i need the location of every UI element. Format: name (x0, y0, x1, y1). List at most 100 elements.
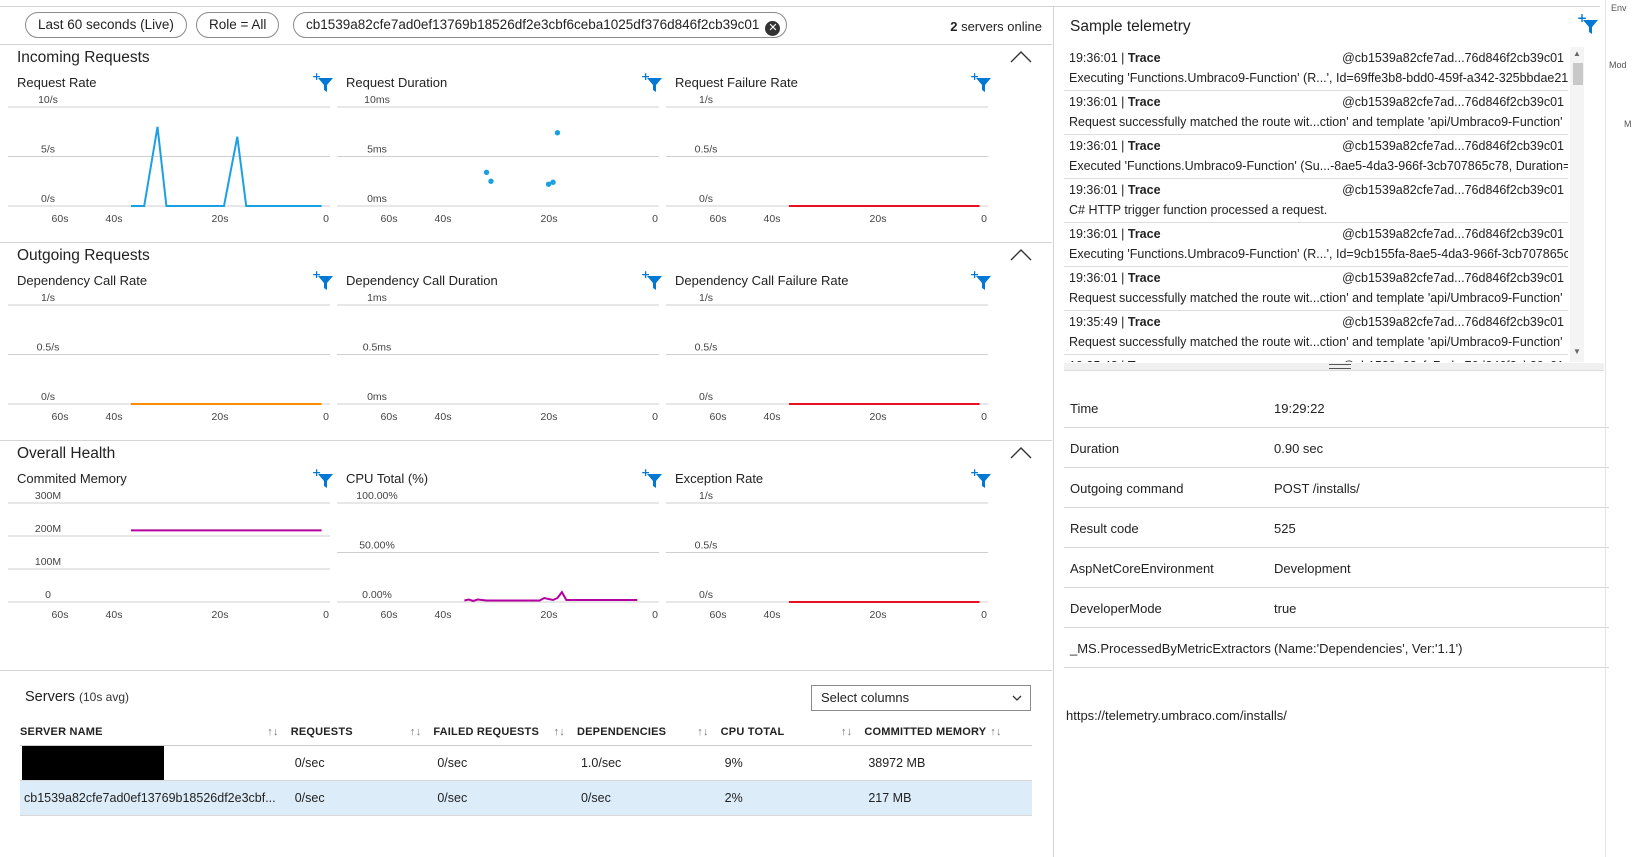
table-cell-cpu: 9% (720, 745, 865, 781)
edge-label-3: M (1624, 119, 1632, 129)
x-tick-label: 60s (381, 213, 398, 225)
detail-row: Result code 525 (1064, 508, 1609, 548)
table-row[interactable]: 0/sec 0/sec 1.0/sec 9% 38972 MB (20, 745, 1032, 781)
x-tick-label: 0 (323, 213, 329, 225)
x-tick-label: 0 (981, 411, 987, 423)
x-tick-label: 0 (981, 213, 987, 225)
column-header-label: CPU TOTAL (720, 725, 785, 738)
section-outgoing-requests: Outgoing Requests Dependency Call Rate +1/… (0, 242, 1052, 440)
column-header[interactable]: REQUESTS ↑↓ (290, 719, 434, 746)
series-line (464, 590, 638, 603)
svg-text:+: + (970, 467, 979, 479)
telemetry-time: 19:35:49 (1069, 315, 1118, 329)
telemetry-message: C# HTTP trigger function processed a req… (1069, 203, 1328, 217)
scroll-down-icon[interactable]: ▼ (1573, 347, 1581, 356)
scrollbar-thumb[interactable] (1573, 63, 1583, 85)
sort-icon[interactable]: ↑↓ (990, 725, 1002, 738)
detail-row: Time 19:29:22 (1064, 388, 1609, 428)
telemetry-item[interactable]: 19:35:48 | Trace@cb1539a82cfe7ad...76d84… (1064, 355, 1568, 362)
sort-icon[interactable]: ↑↓ (697, 725, 709, 738)
add-filter-icon[interactable]: + (970, 71, 992, 93)
add-filter-icon[interactable]: + (641, 269, 663, 291)
y-tick-label: 0/s (699, 193, 713, 205)
telemetry-item[interactable]: 19:36:01 | Trace @cb1539a82cfe7ad...76d84… (1064, 179, 1568, 223)
telemetry-time: 19:36:01 (1069, 95, 1118, 109)
select-columns-dropdown[interactable]: Select columns (811, 685, 1031, 711)
chart-title: CPU Total (%) (346, 471, 429, 486)
x-tick-label: 60s (710, 609, 727, 621)
telemetry-item[interactable]: 19:36:01 | Trace @cb1539a82cfe7ad...76d84… (1064, 267, 1568, 311)
server-filter-pill[interactable]: cb1539a82cfe7ad0ef13769b18526df2e3cbf6ce… (293, 12, 788, 38)
sort-icon[interactable]: ↑↓ (409, 725, 422, 738)
clear-filter-icon[interactable]: ✕ (765, 21, 781, 36)
column-header[interactable]: CPU TOTAL ↑↓ (720, 719, 865, 746)
column-header-label: FAILED REQUESTS (433, 725, 539, 738)
add-filter-icon[interactable]: + (312, 467, 334, 489)
time-range-pill[interactable]: Last 60 seconds (Live) (25, 12, 187, 38)
y-tick-label: 10ms (364, 95, 390, 106)
sort-icon[interactable]: ↑↓ (553, 725, 565, 738)
column-header[interactable]: FAILED REQUESTS ↑↓ (433, 719, 577, 746)
add-filter-icon[interactable]: + (641, 467, 663, 489)
telemetry-item[interactable]: 19:35:49 | Trace @cb1539a82cfe7ad...76d84… (1064, 311, 1568, 355)
splitter-handle[interactable] (1064, 363, 1604, 371)
y-tick-label: 5/s (41, 144, 55, 156)
table-cell-requests: 0/sec (290, 745, 434, 781)
telemetry-item[interactable]: 19:36:01 | Trace @cb1539a82cfe7ad...76d84… (1064, 135, 1568, 179)
add-filter-icon[interactable]: + (970, 269, 992, 291)
detail-value: (Name:'Dependencies', Ver:'1.1') (1274, 641, 1463, 656)
x-tick-label: 40s (435, 609, 452, 621)
add-filter-icon[interactable]: + (312, 71, 334, 93)
detail-value: true (1274, 601, 1297, 616)
detail-key: _MS.ProcessedByMetricExtractors (1070, 641, 1271, 656)
table-cell-failed: 0/sec (433, 745, 577, 781)
telemetry-item-header: 19:36:01 | Trace @cb1539a82cfe7ad...76d84… (1069, 227, 1564, 241)
detail-value: 0.90 sec (1274, 441, 1324, 456)
top-divider (0, 6, 1600, 7)
detail-value: 525 (1274, 521, 1296, 536)
add-filter-icon[interactable]: + (641, 71, 663, 93)
collapse-chevron-icon[interactable] (1010, 249, 1032, 261)
telemetry-list[interactable]: 19:36:01 | Trace @cb1539a82cfe7ad...76d84… (1064, 47, 1568, 362)
telemetry-item[interactable]: 19:36:01 | Trace @cb1539a82cfe7ad...76d84… (1064, 91, 1568, 135)
collapse-chevron-icon[interactable] (1010, 447, 1032, 459)
table-row[interactable]: cb1539a82cfe7ad0ef13769b18526df2e3cbf...… (20, 780, 1032, 816)
add-filter-icon[interactable]: + (970, 467, 992, 489)
telemetry-message: Executing 'Functions.Umbraco9-Function' … (1069, 71, 1568, 85)
servers-online-count: 2 (950, 19, 958, 34)
chevron-down-icon (1012, 695, 1022, 701)
y-tick-label: 0.5/s (695, 144, 718, 156)
y-tick-label: 0.5/s (695, 540, 718, 552)
x-tick-label: 20s (212, 213, 229, 225)
scroll-up-icon[interactable]: ▲ (1573, 49, 1581, 58)
data-point (488, 178, 494, 184)
telemetry-scrollbar[interactable]: ▲ ▼ (1570, 47, 1584, 362)
chart-title: Dependency Call Failure Rate (675, 273, 849, 288)
x-tick-label: 40s (106, 411, 123, 423)
chart-plot: 1/s 0.5/s 0/s 60s 40s 20s 0 (666, 95, 988, 225)
telemetry-item[interactable]: 19:36:01 | Trace @cb1539a82cfe7ad...76d84… (1064, 47, 1568, 91)
x-tick-label: 60s (381, 411, 398, 423)
collapse-chevron-icon[interactable] (1010, 51, 1032, 63)
column-header[interactable]: DEPENDENCIES ↑↓ (576, 719, 721, 746)
telemetry-item[interactable]: 19:36:01 | Trace @cb1539a82cfe7ad...76d84… (1064, 223, 1568, 267)
add-filter-icon[interactable]: + (1576, 12, 1600, 36)
column-header-label: COMMITTED MEMORY (864, 725, 987, 738)
telemetry-time: 19:36:01 (1069, 139, 1118, 153)
sort-icon[interactable]: ↑↓ (267, 725, 279, 738)
role-filter-pill[interactable]: Role = All (196, 12, 280, 38)
x-tick-label: 60s (52, 411, 69, 423)
x-tick-label: 60s (381, 609, 398, 621)
column-header[interactable]: SERVER NAME ↑↓ (20, 719, 291, 746)
data-point (483, 169, 490, 176)
telemetry-details: Time 19:29:22 Duration 0.90 sec Outgoing com… (1064, 388, 1609, 668)
sort-icon[interactable]: ↑↓ (840, 725, 853, 738)
x-tick-label: 40s (106, 609, 123, 621)
telemetry-message: Request successfully matched the route w… (1069, 335, 1563, 349)
column-header[interactable]: COMMITTED MEMORY ↑↓ (864, 719, 1032, 746)
x-tick-label: 20s (541, 213, 558, 225)
x-tick-label: 40s (764, 213, 781, 225)
add-filter-icon[interactable]: + (312, 269, 334, 291)
detail-key: Result code (1070, 521, 1139, 536)
